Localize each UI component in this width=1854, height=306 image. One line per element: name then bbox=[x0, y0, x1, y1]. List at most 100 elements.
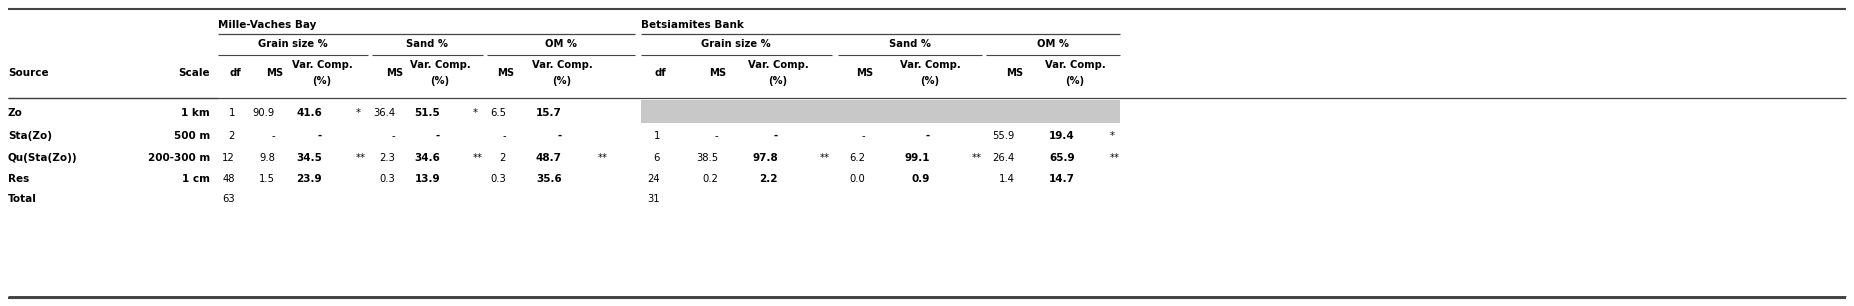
Text: 1.4: 1.4 bbox=[999, 174, 1014, 184]
Text: 0.3: 0.3 bbox=[489, 174, 506, 184]
Text: **: ** bbox=[473, 153, 484, 163]
Text: 99.1: 99.1 bbox=[905, 153, 931, 163]
Text: Total: Total bbox=[7, 194, 37, 204]
Text: 19.4: 19.4 bbox=[1049, 131, 1075, 141]
Text: -: - bbox=[317, 131, 323, 141]
Text: 2.3: 2.3 bbox=[378, 153, 395, 163]
Text: Sand %: Sand % bbox=[890, 39, 931, 49]
Text: *: * bbox=[473, 108, 478, 118]
Text: -: - bbox=[391, 131, 395, 141]
Text: 48: 48 bbox=[222, 174, 235, 184]
Text: (%): (%) bbox=[430, 76, 449, 86]
Text: Var. Comp.: Var. Comp. bbox=[899, 60, 960, 70]
Text: 12: 12 bbox=[222, 153, 235, 163]
Text: MS: MS bbox=[267, 68, 284, 78]
Text: Mille-Vaches Bay: Mille-Vaches Bay bbox=[219, 20, 317, 30]
Bar bbox=[641, 100, 1120, 123]
Text: 26.4: 26.4 bbox=[992, 153, 1014, 163]
Text: Sta(Zo): Sta(Zo) bbox=[7, 131, 52, 141]
Text: Betsiamites Bank: Betsiamites Bank bbox=[641, 20, 743, 30]
Text: **: ** bbox=[356, 153, 365, 163]
Text: 34.5: 34.5 bbox=[297, 153, 323, 163]
Text: 9.8: 9.8 bbox=[260, 153, 274, 163]
Text: (%): (%) bbox=[920, 76, 940, 86]
Text: 15.7: 15.7 bbox=[536, 108, 562, 118]
Text: MS: MS bbox=[386, 68, 404, 78]
Text: -: - bbox=[271, 131, 274, 141]
Text: 0.2: 0.2 bbox=[703, 174, 717, 184]
Text: 1 km: 1 km bbox=[182, 108, 210, 118]
Text: **: ** bbox=[971, 153, 983, 163]
Text: 14.7: 14.7 bbox=[1049, 174, 1075, 184]
Text: -: - bbox=[925, 131, 931, 141]
Text: 97.8: 97.8 bbox=[753, 153, 779, 163]
Text: 35.6: 35.6 bbox=[536, 174, 562, 184]
Text: Scale: Scale bbox=[178, 68, 210, 78]
Text: (%): (%) bbox=[313, 76, 332, 86]
Text: 51.5: 51.5 bbox=[413, 108, 439, 118]
Text: 1: 1 bbox=[654, 131, 660, 141]
Text: Source: Source bbox=[7, 68, 48, 78]
Text: 63: 63 bbox=[222, 194, 235, 204]
Text: MS: MS bbox=[497, 68, 515, 78]
Text: MS: MS bbox=[857, 68, 873, 78]
Text: Grain size %: Grain size % bbox=[701, 39, 771, 49]
Text: 90.9: 90.9 bbox=[252, 108, 274, 118]
Text: 6.2: 6.2 bbox=[849, 153, 866, 163]
Text: 1 cm: 1 cm bbox=[182, 174, 210, 184]
Text: Grain size %: Grain size % bbox=[258, 39, 328, 49]
Text: 1: 1 bbox=[228, 108, 235, 118]
Text: -: - bbox=[714, 131, 717, 141]
Text: OM %: OM % bbox=[545, 39, 577, 49]
Text: 31: 31 bbox=[647, 194, 660, 204]
Text: 6.5: 6.5 bbox=[489, 108, 506, 118]
Text: **: ** bbox=[819, 153, 831, 163]
Text: -: - bbox=[862, 131, 866, 141]
Text: -: - bbox=[502, 131, 506, 141]
Text: Sand %: Sand % bbox=[406, 39, 449, 49]
Text: -: - bbox=[436, 131, 439, 141]
Text: Var. Comp.: Var. Comp. bbox=[410, 60, 471, 70]
Text: 23.9: 23.9 bbox=[297, 174, 323, 184]
Text: **: ** bbox=[1111, 153, 1120, 163]
Text: *: * bbox=[1111, 131, 1114, 141]
Text: OM %: OM % bbox=[1036, 39, 1070, 49]
Text: Res: Res bbox=[7, 174, 30, 184]
Text: Var. Comp.: Var. Comp. bbox=[1044, 60, 1105, 70]
Text: 0.9: 0.9 bbox=[912, 174, 931, 184]
Text: (%): (%) bbox=[1066, 76, 1085, 86]
Text: -: - bbox=[558, 131, 562, 141]
Text: 41.6: 41.6 bbox=[297, 108, 323, 118]
Text: 2: 2 bbox=[499, 153, 506, 163]
Text: 200-300 m: 200-300 m bbox=[148, 153, 210, 163]
Text: 2: 2 bbox=[228, 131, 235, 141]
Text: Var. Comp.: Var. Comp. bbox=[747, 60, 808, 70]
Text: 38.5: 38.5 bbox=[695, 153, 717, 163]
Text: 0.3: 0.3 bbox=[380, 174, 395, 184]
Text: Zo: Zo bbox=[7, 108, 22, 118]
Text: df: df bbox=[654, 68, 666, 78]
Text: MS: MS bbox=[710, 68, 727, 78]
Text: 13.9: 13.9 bbox=[415, 174, 439, 184]
Text: 0.0: 0.0 bbox=[849, 174, 866, 184]
Text: Var. Comp.: Var. Comp. bbox=[291, 60, 352, 70]
Text: df: df bbox=[230, 68, 241, 78]
Text: 24: 24 bbox=[647, 174, 660, 184]
Text: MS: MS bbox=[1007, 68, 1023, 78]
Text: 48.7: 48.7 bbox=[536, 153, 562, 163]
Text: (%): (%) bbox=[768, 76, 788, 86]
Text: Var. Comp.: Var. Comp. bbox=[532, 60, 593, 70]
Text: 500 m: 500 m bbox=[174, 131, 210, 141]
Text: 34.6: 34.6 bbox=[413, 153, 439, 163]
Text: 2.2: 2.2 bbox=[760, 174, 779, 184]
Text: Qu(Sta(Zo)): Qu(Sta(Zo)) bbox=[7, 153, 78, 163]
Text: (%): (%) bbox=[552, 76, 571, 86]
Text: 65.9: 65.9 bbox=[1049, 153, 1075, 163]
Text: 36.4: 36.4 bbox=[373, 108, 395, 118]
Text: 1.5: 1.5 bbox=[260, 174, 274, 184]
Text: 55.9: 55.9 bbox=[992, 131, 1014, 141]
Text: **: ** bbox=[599, 153, 608, 163]
Text: -: - bbox=[773, 131, 779, 141]
Text: *: * bbox=[356, 108, 362, 118]
Text: 6: 6 bbox=[654, 153, 660, 163]
